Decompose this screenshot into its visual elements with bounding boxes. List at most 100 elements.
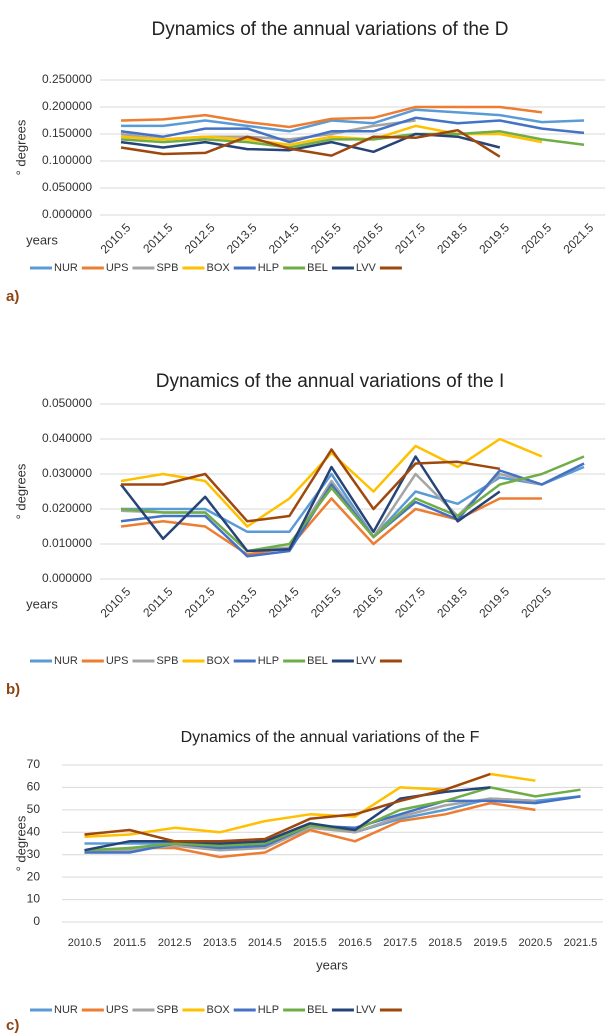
x-tick-label: 2012.5 [182,584,218,620]
y-axis-label: ° degrees [13,815,28,871]
x-axis-label: years [26,232,58,247]
series-line [120,132,501,154]
series-line [120,455,501,553]
x-tick-label: 2017.5 [392,584,428,620]
y-tick-label: 0.100000 [42,153,92,167]
x-tick-label: 2019.5 [473,937,507,949]
series-line [84,772,491,843]
y-tick-label: 0.000000 [42,207,92,221]
series-line [121,448,501,523]
y-tick-label: 70 [27,757,41,771]
legend-label: LVV [356,655,377,667]
legend-label: LVV [356,262,377,274]
x-tick-label: 2013.5 [224,220,260,256]
panel-label: a) [6,288,19,305]
chart-title: Dynamics of the annual variations of the… [156,371,505,392]
x-axis-label: years [316,957,348,972]
y-tick-label: 0.150000 [42,126,92,140]
x-tick-label: 2018.5 [434,584,470,620]
chart-title: Dynamics of the annual variations of the… [181,729,480,746]
x-tick-label: 2011.5 [140,584,175,619]
y-axis-label: ° degrees [13,119,28,175]
x-tick-label: 2015.5 [293,937,327,949]
y-tick-label: 10 [27,892,41,906]
x-tick-label: 2017.5 [383,937,417,949]
x-tick-label: 2010.5 [98,584,134,620]
x-tick-label: 2020.5 [518,584,554,620]
y-tick-label: 0.050000 [42,396,92,410]
y-tick-label: 0.000000 [42,571,92,585]
y-tick-label: 0.020000 [42,501,92,515]
x-tick-label: 2011.5 [113,937,146,949]
x-tick-label: 2014.5 [248,937,282,949]
panel-label: b) [6,681,20,698]
x-tick-label: 2018.5 [428,937,462,949]
y-tick-label: 60 [27,780,41,794]
legend-label: NUR [54,1004,78,1016]
legend-label: BOX [206,655,230,667]
x-tick-label: 2019.5 [476,584,512,620]
x-tick-label: 2010.5 [98,220,134,256]
legend-label: SPB [156,262,178,274]
y-tick-label: 0.030000 [42,466,92,480]
x-tick-label: 2012.5 [182,220,218,256]
y-tick-label: 0.200000 [42,99,92,113]
x-tick-label: 2013.5 [203,937,237,949]
y-tick-label: 40 [27,824,41,838]
y-tick-label: 0.050000 [42,180,92,194]
series-line [120,116,585,144]
x-tick-label: 2012.5 [158,937,192,949]
y-tick-label: 0.040000 [42,431,92,445]
x-tick-label: 2016.5 [350,220,386,256]
x-tick-label: 2011.5 [140,220,175,255]
x-tick-label: 2018.5 [434,220,470,256]
legend-label: NUR [54,655,78,667]
y-tick-label: 0 [33,914,40,928]
x-tick-label: 2013.5 [224,584,260,620]
series-line [120,105,543,129]
x-tick-label: 2017.5 [392,220,428,256]
legend-label: UPS [106,262,129,274]
y-tick-label: 50 [27,802,41,816]
x-tick-label: 2016.5 [338,937,372,949]
legend-label: BEL [307,655,328,667]
y-axis-label: ° degrees [13,463,28,519]
x-tick-label: 2015.5 [308,584,344,620]
x-axis-label: years [26,596,58,611]
x-tick-label: 2015.5 [308,220,344,256]
x-tick-label: 2020.5 [519,937,553,949]
y-tick-label: 30 [27,847,41,861]
series-line [120,128,501,158]
x-tick-label: 2021.5 [564,937,598,949]
legend-label: HLP [258,655,279,667]
y-tick-label: 0.010000 [42,536,92,550]
x-tick-label: 2014.5 [266,584,302,620]
x-tick-label: 2021.5 [560,220,596,256]
series-line [121,465,585,539]
series-line [120,455,585,553]
y-tick-label: 20 [27,869,41,883]
legend-label: BEL [307,1004,328,1016]
legend-label: HLP [258,1004,279,1016]
x-tick-label: 2014.5 [266,220,302,256]
x-tick-label: 2010.5 [68,937,102,949]
chart-title: Dynamics of the annual variations of the… [152,19,509,40]
x-tick-label: 2016.5 [350,584,386,620]
legend-label: SPB [156,1004,178,1016]
legend-label: BOX [206,1004,230,1016]
x-tick-label: 2020.5 [518,220,554,256]
legend-label: HLP [258,262,279,274]
series-line [121,108,585,133]
legend-label: NUR [54,262,78,274]
legend-label: LVV [356,1004,377,1016]
legend-label: UPS [106,1004,129,1016]
legend-label: UPS [106,655,129,667]
x-tick-label: 2019.5 [476,220,512,256]
y-tick-label: 0.250000 [42,72,92,86]
series-line [120,130,585,149]
legend-label: SPB [156,655,178,667]
panel-label: c) [6,1017,19,1034]
legend-label: BEL [307,262,328,274]
legend-label: BOX [206,262,230,274]
